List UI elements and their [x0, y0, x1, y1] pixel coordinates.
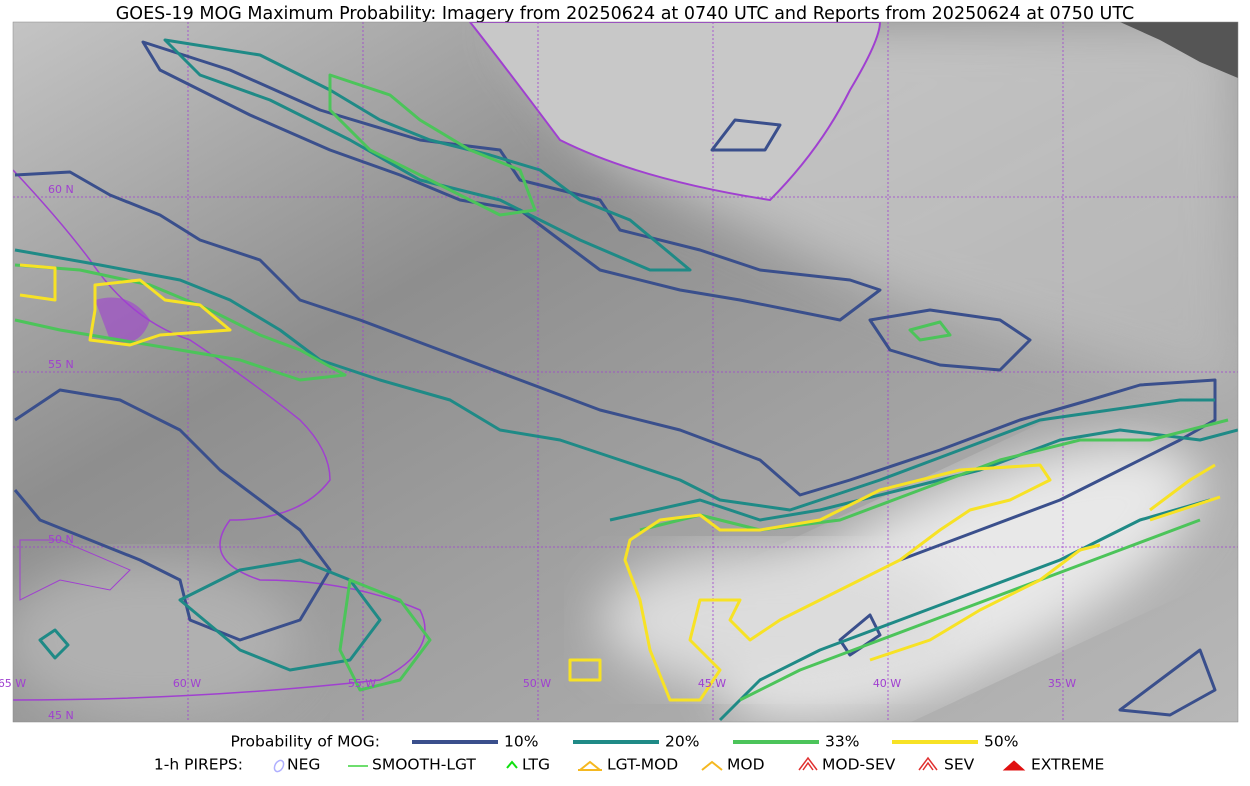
- legend-title: 1-h PIREPS:: [154, 756, 243, 774]
- longitude-label: 35 W: [1048, 677, 1076, 690]
- pirep-symbol: [506, 760, 518, 769]
- legend-label: 33%: [825, 733, 859, 751]
- longitude-label: 65 W: [0, 677, 26, 690]
- pirep-symbol: [273, 759, 285, 773]
- latitude-label: 60 N: [48, 183, 74, 196]
- contours: [13, 38, 1238, 722]
- map-frame: [12, 21, 1239, 723]
- pirep-symbol: [798, 756, 818, 771]
- latitude-label: 45 N: [48, 709, 74, 722]
- satellite-image: [13, 22, 1238, 722]
- pirep-symbol: [918, 756, 938, 771]
- pirep-symbol: [1002, 760, 1026, 771]
- legend-label: LGT-MOD: [607, 756, 678, 774]
- map-title: GOES-19 MOG Maximum Probability: Imagery…: [116, 4, 1135, 24]
- legend-title: Probability of MOG:: [230, 733, 380, 751]
- legend-label: 50%: [984, 733, 1018, 751]
- graticule: [13, 22, 1238, 722]
- legend-label: MOD: [727, 756, 765, 774]
- longitude-label: 50 W: [523, 677, 551, 690]
- longitude-label: 60 W: [173, 677, 201, 690]
- geo-labels: 60 N 55 N 50 N 45 N 65 W 60 W 55 W 50 W 45 W 40 W…: [0, 183, 1076, 722]
- pirep-symbol: [578, 760, 602, 771]
- pirep-symbol: [701, 760, 723, 771]
- longitude-label: 40 W: [873, 677, 901, 690]
- legend: Probability of MOG: 10% 20% 33% 50% 1-h PIREP…: [154, 733, 1104, 774]
- longitude-label: 45 W: [698, 677, 726, 690]
- latitude-label: 55 N: [48, 358, 74, 371]
- latitude-label: 50 N: [48, 533, 74, 546]
- legend-label: 20%: [665, 733, 699, 751]
- legend-label: EXTREME: [1031, 756, 1104, 774]
- legend-label: SMOOTH-LGT: [372, 756, 476, 774]
- legend-label: LTG: [522, 756, 550, 774]
- longitude-label: 55 W: [348, 677, 376, 690]
- legend-label: NEG: [287, 756, 320, 774]
- legend-label: SEV: [944, 756, 975, 774]
- legend-label: 10%: [504, 733, 538, 751]
- legend-label: MOD-SEV: [822, 756, 896, 774]
